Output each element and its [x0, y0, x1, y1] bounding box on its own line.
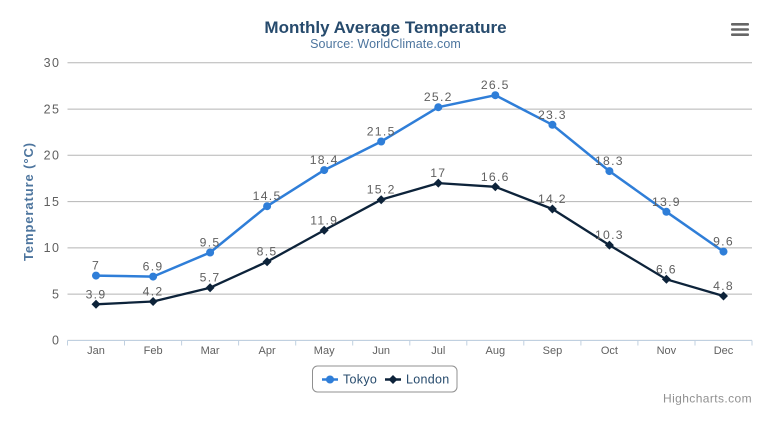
svg-text:23.3: 23.3 — [538, 108, 567, 122]
svg-text:Mar: Mar — [201, 345, 220, 357]
svg-text:26.5: 26.5 — [481, 78, 510, 92]
svg-text:25: 25 — [44, 102, 61, 116]
svg-text:Nov: Nov — [657, 345, 677, 357]
svg-text:Oct: Oct — [601, 345, 618, 357]
svg-text:Temperature (°C): Temperature (°C) — [21, 142, 36, 261]
svg-text:May: May — [314, 345, 335, 357]
svg-text:15: 15 — [44, 195, 61, 209]
svg-text:18.4: 18.4 — [310, 153, 339, 167]
svg-text:10.3: 10.3 — [595, 228, 624, 242]
svg-text:25.2: 25.2 — [424, 90, 453, 104]
svg-text:4.2: 4.2 — [143, 285, 164, 299]
svg-text:9.6: 9.6 — [713, 235, 734, 249]
svg-text:21.5: 21.5 — [367, 125, 396, 139]
svg-text:10: 10 — [44, 241, 61, 255]
svg-text:6.9: 6.9 — [143, 260, 164, 274]
svg-text:4.8: 4.8 — [713, 279, 734, 293]
svg-text:30: 30 — [44, 56, 61, 70]
svg-text:5.7: 5.7 — [200, 271, 221, 285]
svg-text:14.5: 14.5 — [253, 189, 282, 203]
svg-text:Feb: Feb — [144, 345, 163, 357]
svg-text:7: 7 — [92, 259, 100, 273]
svg-text:Aug: Aug — [486, 345, 506, 357]
svg-text:20: 20 — [44, 149, 61, 163]
svg-text:Source: WorldClimate.com: Source: WorldClimate.com — [310, 37, 461, 51]
svg-text:Highcharts.com: Highcharts.com — [663, 392, 752, 406]
svg-text:6.6: 6.6 — [656, 262, 677, 276]
svg-text:8.5: 8.5 — [257, 245, 278, 259]
svg-text:0: 0 — [52, 334, 60, 348]
svg-text:18.3: 18.3 — [595, 154, 624, 168]
svg-text:Jan: Jan — [87, 345, 105, 357]
svg-text:Dec: Dec — [714, 345, 734, 357]
svg-text:Tokyo: Tokyo — [343, 373, 377, 387]
svg-text:9.5: 9.5 — [200, 236, 221, 250]
svg-text:3.9: 3.9 — [86, 287, 107, 301]
svg-text:14.2: 14.2 — [538, 192, 567, 206]
svg-text:Jul: Jul — [431, 345, 445, 357]
svg-text:15.2: 15.2 — [367, 183, 396, 197]
svg-text:5: 5 — [52, 287, 60, 301]
svg-text:11.9: 11.9 — [310, 213, 338, 227]
svg-text:Apr: Apr — [259, 345, 276, 357]
svg-text:London: London — [406, 373, 450, 387]
svg-text:Sep: Sep — [543, 345, 563, 357]
svg-text:17: 17 — [430, 166, 446, 180]
svg-text:16.6: 16.6 — [481, 170, 510, 184]
svg-text:Jun: Jun — [372, 345, 390, 357]
svg-text:Monthly Average Temperature: Monthly Average Temperature — [264, 18, 506, 37]
svg-text:13.9: 13.9 — [652, 195, 681, 209]
